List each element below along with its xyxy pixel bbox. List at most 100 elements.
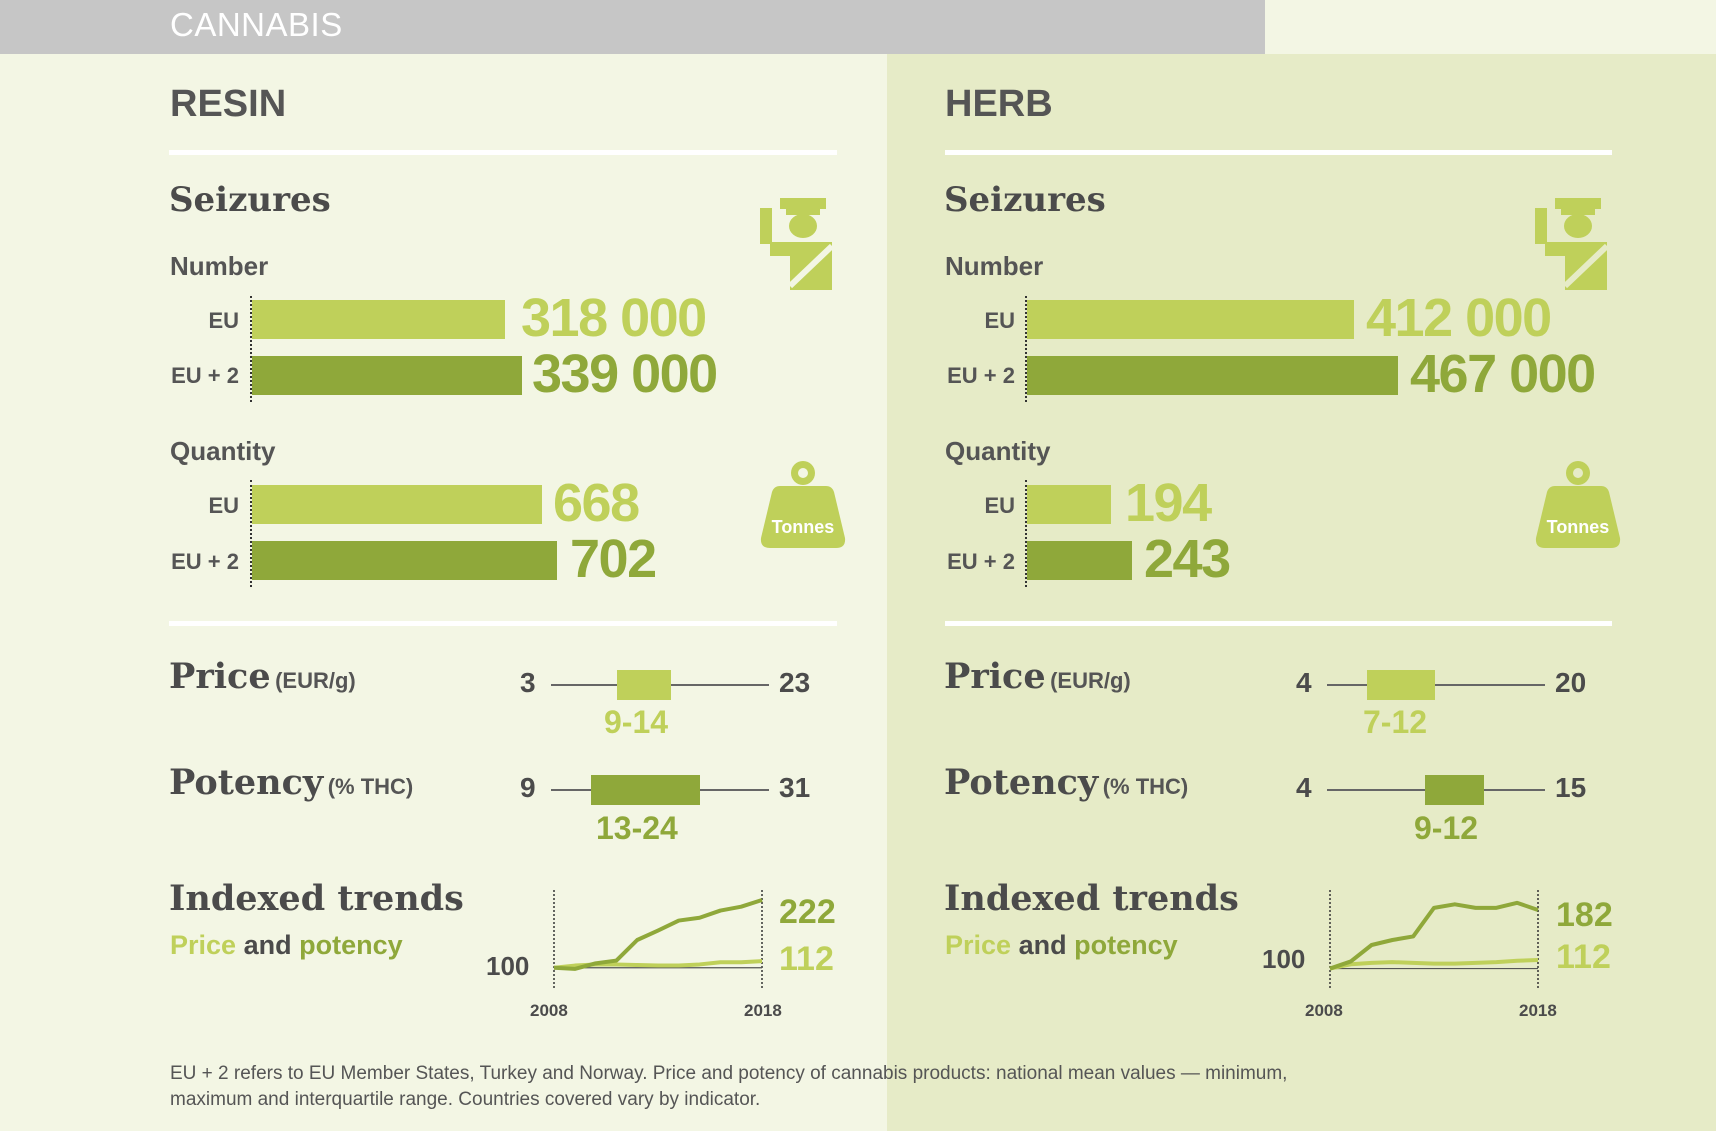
- herb-seizures-title: Seizures: [944, 180, 1106, 220]
- herb-quantity-axis: [1025, 480, 1027, 587]
- resin-trend-year-start: 2008: [530, 1001, 568, 1020]
- herb-trends-and-word: and: [1018, 930, 1067, 960]
- resin-price-unit: (EUR/g): [275, 668, 356, 693]
- resin-number-eu-bar: [252, 300, 505, 339]
- herb-trends-price-word: Price: [945, 930, 1012, 960]
- customs-officer-icon: [760, 198, 832, 290]
- herb-trend-base: 100: [1262, 944, 1306, 974]
- resin-potency-iqr-label: 13-24: [596, 810, 678, 846]
- herb-quantity-label: Quantity: [945, 436, 1051, 466]
- resin-trends-title: Indexed trends: [169, 878, 464, 919]
- page-title: CANNABIS: [170, 6, 343, 43]
- trend-line-potency: [1329, 900, 1539, 971]
- resin-quantity-eu2-value: 702: [570, 529, 657, 589]
- herb-number-label: Number: [945, 251, 1044, 281]
- herb-number-eu-bar: [1027, 300, 1354, 339]
- herb-quantity-eu-value: 194: [1125, 473, 1212, 533]
- herb-number-eu2-label: EU + 2: [947, 363, 1015, 388]
- herb-tonnes-label: Tonnes: [1546, 517, 1610, 537]
- herb-price-range-line: [1327, 684, 1545, 686]
- resin-quantity-eu-bar: [252, 485, 542, 524]
- resin-number-eu-value: 318 000: [521, 288, 707, 348]
- herb-divider-top: [945, 150, 1612, 155]
- footnote-line-1: EU + 2 refers to EU Member States, Turke…: [170, 1063, 1288, 1084]
- resin-quantity-eu2-label: EU + 2: [171, 549, 239, 574]
- resin-price-iqr-label: 9-14: [604, 704, 669, 740]
- herb-quantity-eu-label: EU: [984, 493, 1015, 518]
- resin-potency-title: Potency: [169, 762, 324, 803]
- resin-price-heading: Price (EUR/g): [169, 656, 356, 697]
- resin-quantity-label: Quantity: [170, 436, 276, 466]
- trend-line-potency: [553, 898, 763, 971]
- herb-potency-iqr-label: 9-12: [1414, 810, 1479, 846]
- herb-quantity-eu-bar: [1027, 485, 1111, 524]
- resin-tonnes-label: Tonnes: [771, 517, 835, 537]
- herb-price-heading: Price (EUR/g): [944, 656, 1131, 697]
- resin-trend-potency-end: 222: [779, 893, 836, 931]
- herb-potency-max: 15: [1555, 772, 1587, 803]
- resin-potency-max: 31: [779, 772, 811, 803]
- herb-potency-min: 4: [1296, 772, 1312, 803]
- herb-trend-potency-end: 182: [1556, 896, 1613, 934]
- herb-number-eu-value: 412 000: [1366, 288, 1552, 348]
- resin-number-eu-label: EU: [208, 308, 239, 333]
- resin-trend-year-end: 2018: [744, 1001, 782, 1020]
- resin-trends-price-word: Price: [170, 930, 237, 960]
- herb-price-min: 4: [1296, 667, 1312, 698]
- herb-trend-year-end: 2018: [1519, 1001, 1557, 1020]
- resin-quantity-eu-label: EU: [208, 493, 239, 518]
- resin-potency-min: 9: [520, 772, 536, 803]
- herb-quantity-eu2-value: 243: [1144, 529, 1231, 589]
- footnote: EU + 2 refers to EU Member States, Turke…: [170, 1061, 1287, 1113]
- footnote-line-2: maximum and interquartile range. Countri…: [170, 1089, 761, 1110]
- herb-price-iqr-label: 7-12: [1363, 704, 1428, 740]
- herb-potency-unit: (% THC): [1102, 774, 1189, 799]
- herb-price-unit: (EUR/g): [1050, 668, 1131, 693]
- resin-quantity-axis: [250, 480, 252, 587]
- resin-potency-heading: Potency (% THC): [169, 762, 413, 803]
- weight-icon: [760, 461, 846, 548]
- herb-trends-title: Indexed trends: [944, 878, 1239, 919]
- herb-divider-bottom: [945, 621, 1612, 626]
- resin-trend-price-end: 112: [779, 940, 834, 978]
- customs-officer-icon: [1535, 198, 1607, 290]
- herb-price-max: 20: [1555, 667, 1587, 698]
- resin-quantity-eu2-bar: [252, 541, 557, 580]
- resin-trends-potency-word: potency: [299, 930, 403, 960]
- herb-potency-iqr-box: [1425, 775, 1484, 805]
- resin-number-label: Number: [170, 251, 269, 281]
- resin-number-eu2-value: 339 000: [532, 344, 718, 404]
- herb-price-iqr-box: [1367, 670, 1435, 700]
- header-bar: [0, 0, 1265, 54]
- trend-line-price: [1329, 958, 1539, 971]
- herb-quantity-eu2-label: EU + 2: [947, 549, 1015, 574]
- resin-price-title: Price: [169, 656, 271, 697]
- resin-quantity-eu-value: 668: [553, 473, 640, 533]
- herb-quantity-eu2-bar: [1027, 541, 1132, 580]
- herb-potency-title: Potency: [944, 762, 1099, 803]
- herb-number-eu-label: EU: [984, 308, 1015, 333]
- herb-trends-potency-word: potency: [1074, 930, 1178, 960]
- resin-trend-chart: [553, 890, 763, 990]
- herb-number-eu2-value: 467 000: [1410, 344, 1596, 404]
- resin-number-axis: [250, 296, 252, 402]
- resin-divider-top: [169, 150, 837, 155]
- herb-trend-price-end: 112: [1556, 938, 1611, 976]
- resin-divider-bottom: [169, 621, 837, 626]
- resin-number-eu2-label: EU + 2: [171, 363, 239, 388]
- resin-price-max: 23: [779, 667, 811, 698]
- herb-number-axis: [1025, 296, 1027, 402]
- herb-potency-heading: Potency (% THC): [944, 762, 1188, 803]
- herb-trend-year-start: 2008: [1305, 1001, 1343, 1020]
- resin-seizures-title: Seizures: [169, 180, 331, 220]
- resin-potency-unit: (% THC): [327, 774, 414, 799]
- resin-number-eu2-bar: [252, 356, 522, 395]
- herb-title: HERB: [945, 83, 1053, 125]
- herb-trends-subtitle: Price and potency: [945, 930, 1178, 961]
- herb-price-title: Price: [944, 656, 1046, 697]
- resin-trend-base: 100: [486, 951, 530, 981]
- resin-title: RESIN: [170, 83, 287, 125]
- resin-potency-iqr-box: [591, 775, 700, 805]
- herb-number-eu2-bar: [1027, 356, 1398, 395]
- resin-trends-and-word: and: [243, 930, 292, 960]
